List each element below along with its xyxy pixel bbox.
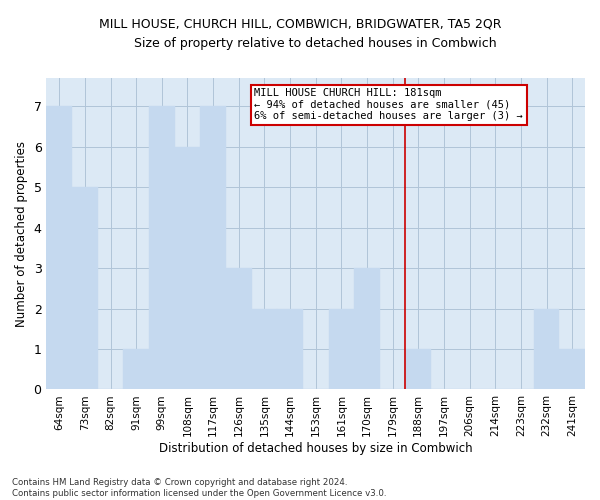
Bar — [534, 308, 559, 390]
X-axis label: Distribution of detached houses by size in Combwich: Distribution of detached houses by size … — [159, 442, 473, 455]
Bar — [354, 268, 380, 390]
Bar — [329, 308, 354, 390]
Text: Contains HM Land Registry data © Crown copyright and database right 2024.
Contai: Contains HM Land Registry data © Crown c… — [12, 478, 386, 498]
Bar — [72, 187, 98, 390]
Text: MILL HOUSE, CHURCH HILL, COMBWICH, BRIDGWATER, TA5 2QR: MILL HOUSE, CHURCH HILL, COMBWICH, BRIDG… — [99, 18, 501, 30]
Bar — [124, 349, 149, 390]
Bar — [251, 308, 277, 390]
Bar — [226, 268, 251, 390]
Bar — [200, 106, 226, 390]
Bar — [175, 147, 200, 390]
Title: Size of property relative to detached houses in Combwich: Size of property relative to detached ho… — [134, 38, 497, 51]
Bar — [277, 308, 303, 390]
Bar — [406, 349, 431, 390]
Text: MILL HOUSE CHURCH HILL: 181sqm
← 94% of detached houses are smaller (45)
6% of s: MILL HOUSE CHURCH HILL: 181sqm ← 94% of … — [254, 88, 523, 122]
Bar — [149, 106, 175, 390]
Y-axis label: Number of detached properties: Number of detached properties — [15, 141, 28, 327]
Bar — [559, 349, 585, 390]
Bar — [46, 106, 72, 390]
